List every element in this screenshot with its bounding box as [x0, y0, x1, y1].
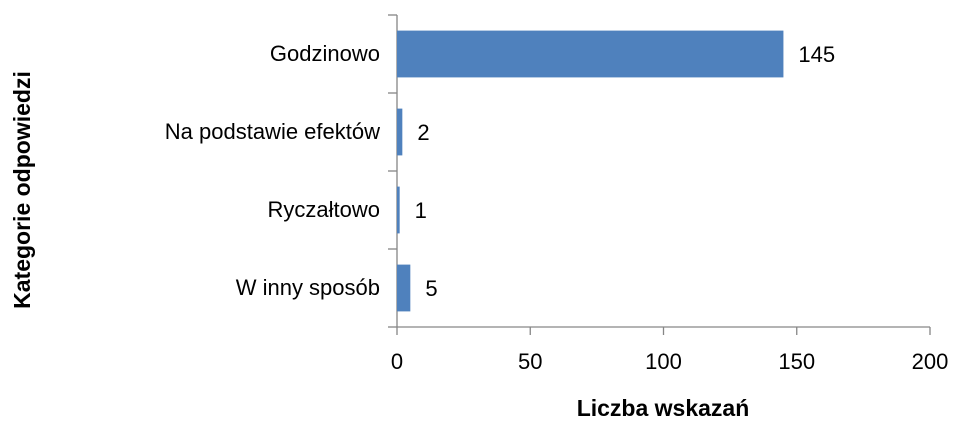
bar [397, 264, 411, 312]
y-tick-label: Godzinowo [270, 41, 380, 66]
bar [397, 186, 400, 234]
data-label: 1 [415, 198, 427, 223]
data-label: 5 [425, 276, 437, 301]
x-tick-label: 200 [912, 349, 949, 374]
y-tick-label: Ryczałtowo [268, 197, 380, 222]
bar [397, 108, 403, 156]
x-axis-title: Liczba wskazań [577, 395, 750, 421]
data-label: 145 [798, 42, 835, 67]
y-tick-label: W inny sposób [236, 275, 380, 300]
data-label: 2 [417, 120, 429, 145]
y-axis-title: Kategorie odpowiedzi [9, 71, 35, 309]
x-tick-label: 0 [391, 349, 403, 374]
y-tick-label: Na podstawie efektów [165, 119, 380, 144]
x-tick-label: 150 [778, 349, 815, 374]
x-tick-label: 100 [645, 349, 682, 374]
bar [397, 30, 784, 78]
x-tick-label: 50 [518, 349, 542, 374]
